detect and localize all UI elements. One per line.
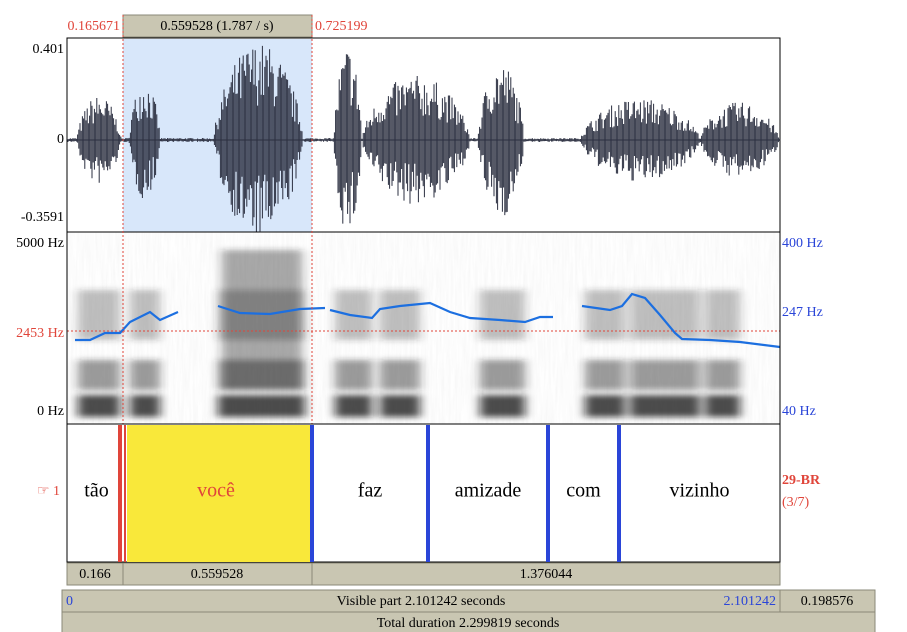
interval-boundary (118, 425, 122, 562)
interval-boundary (546, 425, 550, 562)
spectral-energy (630, 395, 700, 417)
amplitude-zero: 0 (57, 132, 64, 147)
visible-label: Visible part 2.101242 seconds (337, 594, 506, 609)
spectral-energy (480, 395, 525, 417)
left-time: 0.165671 (68, 19, 121, 34)
tier-name: 29-BR (782, 473, 821, 488)
interval-label[interactable]: tão (84, 480, 108, 502)
trailing-time: 0.198576 (801, 594, 854, 609)
sound-editor: 0.165671 0.559528 (1.787 / s) 0.725199 0… (0, 0, 907, 632)
visible-end: 2.101242 (724, 594, 777, 609)
frequency-min: 0 Hz (37, 404, 64, 419)
pitch-min: 40 Hz (782, 404, 816, 419)
spectral-energy (480, 290, 525, 340)
spectral-energy (630, 360, 700, 390)
selection-bar: 0.165671 0.559528 (1.787 / s) 0.725199 (68, 15, 368, 37)
tier-number[interactable]: ☞ 1 (37, 484, 60, 499)
interval-boundary (310, 425, 314, 562)
pitch-max: 400 Hz (782, 236, 823, 251)
spectral-energy (380, 395, 420, 417)
spectral-energy (130, 395, 160, 417)
amplitude-min: -0.3591 (21, 210, 64, 225)
spectral-energy (380, 290, 420, 340)
interval-boundary (617, 425, 621, 562)
interval-label[interactable]: faz (358, 480, 383, 502)
duration-label: 0.166 (79, 567, 111, 582)
spectral-energy (78, 360, 120, 390)
spectral-energy (585, 290, 625, 340)
interval-label[interactable]: vizinho (670, 480, 730, 502)
spectral-energy (218, 395, 305, 417)
right-time: 0.725199 (315, 19, 368, 34)
spectral-energy (222, 250, 302, 390)
interval-label[interactable]: você (197, 480, 235, 502)
spectral-energy (585, 395, 625, 417)
tier-count: (3/7) (782, 495, 810, 510)
spectral-energy (705, 290, 740, 340)
waveform-panel: 0.401 0 -0.3591 (21, 38, 780, 233)
duration-label: 0.559528 (191, 567, 244, 582)
spectral-energy (705, 360, 740, 390)
spectral-energy (335, 360, 372, 390)
visible-bar: 0 Visible part 2.101242 seconds 2.101242… (62, 590, 875, 612)
interval-label[interactable]: amizade (455, 480, 522, 502)
boundary-marker (124, 425, 126, 562)
spectral-energy (335, 395, 372, 417)
amplitude-max: 0.401 (33, 42, 65, 57)
duration-label: 1.376044 (520, 567, 573, 582)
spectral-energy (78, 395, 120, 417)
text-tier: ☞ 1 29-BR (3/7) tão você faz amizade com vizi… (37, 424, 821, 562)
frequency-max: 5000 Hz (16, 236, 64, 251)
selection-duration: 0.559528 (1.787 / s) (160, 19, 274, 34)
visible-start: 0 (66, 594, 73, 609)
spectral-energy (585, 360, 625, 390)
spectral-energy (705, 395, 740, 417)
spectral-energy (380, 360, 420, 390)
total-duration: Total duration 2.299819 seconds (377, 616, 560, 631)
frequency-cursor-label: 2453 Hz (16, 326, 64, 341)
interval-label[interactable]: com (566, 480, 601, 502)
total-bar: Total duration 2.299819 seconds (62, 612, 875, 632)
spectral-energy (130, 360, 160, 390)
pitch-cursor-label: 247 Hz (782, 305, 823, 320)
interval-boundary (426, 425, 430, 562)
spectral-energy (480, 360, 525, 390)
spectrogram-panel: 5000 Hz 2453 Hz 0 Hz 400 Hz 247 Hz 40 Hz (16, 232, 823, 424)
duration-bar: 0.166 0.559528 1.376044 (67, 563, 780, 585)
